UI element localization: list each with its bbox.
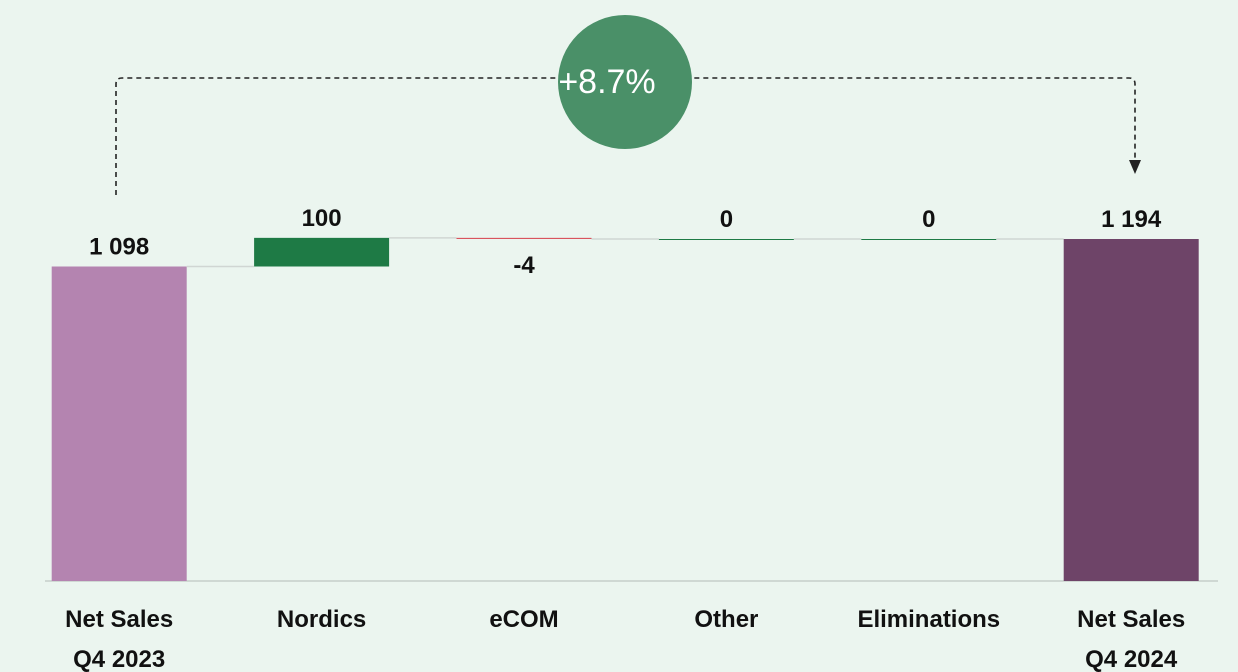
category-label: Net Sales Q4 2023 bbox=[65, 606, 174, 672]
bar bbox=[658, 239, 794, 240]
category-label: eCOM bbox=[489, 606, 559, 633]
category-label: Other bbox=[694, 606, 759, 633]
arrow-head bbox=[1129, 160, 1141, 174]
value-label: 0 bbox=[720, 206, 733, 233]
bar bbox=[861, 239, 997, 240]
bar bbox=[456, 237, 592, 239]
category-label: Eliminations bbox=[857, 606, 1001, 633]
bar bbox=[1063, 239, 1199, 581]
bar bbox=[51, 266, 187, 581]
growth-label: +8.7% bbox=[558, 63, 655, 101]
category-label: Nordics bbox=[276, 606, 367, 633]
category-label: Net Sales Q4 2024 bbox=[1077, 606, 1186, 672]
value-label: -4 bbox=[513, 252, 535, 279]
value-label: 1 194 bbox=[1101, 206, 1162, 233]
value-label: 100 bbox=[302, 205, 342, 232]
value-label: 1 098 bbox=[89, 233, 149, 260]
bar bbox=[254, 237, 390, 267]
value-label: 0 bbox=[922, 206, 935, 233]
growth-badge bbox=[558, 15, 692, 149]
